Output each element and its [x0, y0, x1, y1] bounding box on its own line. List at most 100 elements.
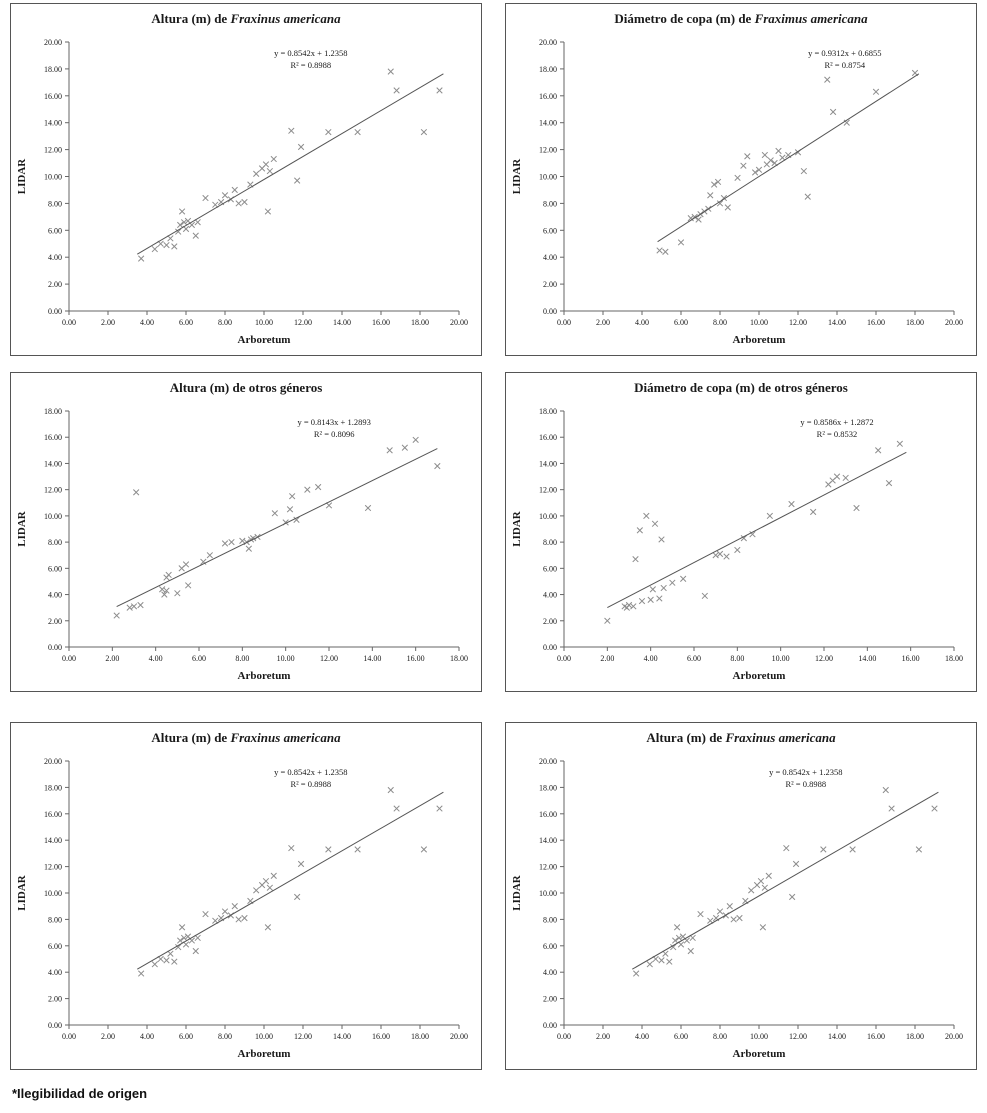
trend-line — [136, 791, 444, 970]
data-point-marker — [662, 248, 669, 255]
x-tick-label: 12.00 — [294, 318, 312, 327]
y-tick-label: 0.00 — [543, 1021, 557, 1030]
data-point-marker — [212, 917, 219, 924]
data-point-marker — [253, 887, 260, 894]
data-point-marker — [184, 217, 192, 225]
data-point-marker — [266, 884, 274, 891]
y-tick-label: 10.00 — [44, 512, 62, 521]
x-tick-label: 14.00 — [333, 1032, 351, 1041]
chart-title-species: Fraxinus americana — [230, 730, 341, 745]
chart-title-text: Altura (m) de — [646, 730, 726, 745]
data-point-marker — [744, 153, 751, 160]
data-point-marker — [757, 877, 765, 885]
y-axis-label: LIDAR — [511, 158, 523, 195]
data-point-marker — [161, 591, 168, 598]
data-point-marker — [364, 504, 372, 512]
data-point-marker — [182, 941, 190, 948]
chart-panel: Altura (m) de Fraxinus americana 0.00 0.0… — [505, 722, 977, 1070]
data-point-marker — [911, 69, 919, 77]
equation-text: y = 0.8143x + 1.2893 — [298, 417, 371, 427]
x-tick-label: 10.00 — [255, 1032, 273, 1041]
data-point-marker — [264, 924, 272, 931]
data-point-marker — [401, 444, 408, 451]
chart-title-species: Fraxinus americana — [725, 730, 836, 745]
data-point-marker — [175, 943, 182, 951]
x-tick-label: 2.00 — [101, 318, 115, 327]
x-tick-label: 10.00 — [750, 318, 768, 327]
data-point-marker — [176, 221, 184, 229]
data-point-marker — [683, 937, 691, 944]
x-tick-label: 8.00 — [218, 1032, 232, 1041]
data-point-marker — [885, 479, 893, 487]
x-tick-label: 16.00 — [372, 318, 390, 327]
data-point-marker — [354, 128, 361, 136]
data-point-marker — [853, 504, 860, 512]
x-tick-label: 12.00 — [789, 318, 807, 327]
data-point-marker — [293, 516, 300, 523]
data-point-marker — [434, 462, 441, 470]
y-tick-label: 8.00 — [48, 199, 62, 208]
data-point-marker — [788, 893, 796, 901]
data-point-marker — [775, 147, 782, 155]
y-axis-label: LIDAR — [511, 874, 523, 911]
x-tick-label: 12.00 — [294, 1032, 312, 1041]
data-point-marker — [289, 493, 296, 500]
chart-title-text: Diámetro de copa (m) de — [614, 11, 755, 26]
data-point-marker — [436, 87, 443, 94]
data-point-marker — [202, 194, 209, 202]
data-point-marker — [842, 474, 849, 482]
x-tick-label: 18.00 — [411, 1032, 429, 1041]
equation-text: y = 0.8542x + 1.2358 — [769, 767, 842, 777]
data-point-marker — [680, 575, 687, 582]
y-tick-label: 4.00 — [543, 968, 557, 977]
data-point-marker — [163, 241, 170, 249]
data-point-marker — [163, 587, 170, 594]
data-point-marker — [297, 143, 305, 151]
y-tick-label: 10.00 — [539, 889, 557, 898]
data-point-marker — [247, 181, 254, 188]
data-point-marker — [736, 914, 743, 922]
data-point-marker — [245, 545, 252, 552]
r-squared-text: R² = 0.8988 — [785, 779, 826, 789]
y-tick-label: 12.00 — [44, 486, 62, 495]
chart-panel: Diámetro de copa (m) de Fraximus america… — [505, 3, 977, 356]
y-tick-label: 20.00 — [44, 757, 62, 766]
data-point-marker — [297, 860, 305, 868]
y-tick-label: 14.00 — [44, 459, 62, 468]
x-tick-label: 6.00 — [687, 654, 701, 663]
scatter-plot: 0.000.00 2.00 2.00 4.00 4.00 6.00 6.00 8.00 8.00… — [16, 407, 468, 682]
x-tick-label: 4.00 — [644, 654, 658, 663]
data-point-marker — [695, 216, 702, 223]
y-tick-label: 4.00 — [48, 591, 62, 600]
data-point-marker — [643, 512, 650, 520]
y-tick-label: 20.00 — [539, 38, 557, 47]
data-point-marker — [658, 957, 665, 964]
x-tick-label: 4.00 — [635, 318, 649, 327]
x-axis-label: Arboretum — [238, 334, 291, 346]
data-point-marker — [829, 108, 837, 116]
x-tick-label: 10.00 — [750, 1032, 768, 1041]
data-point-marker — [270, 155, 277, 163]
y-tick-label: 14.00 — [539, 119, 557, 128]
data-points — [137, 786, 443, 977]
data-point-marker — [671, 937, 679, 944]
x-tick-label: 16.00 — [372, 1032, 390, 1041]
data-point-marker — [270, 872, 277, 879]
data-point-marker — [420, 128, 428, 136]
data-point-marker — [701, 592, 708, 600]
data-point-marker — [271, 510, 278, 517]
scatter-plot: 0.000.00 2.00 2.00 4.00 4.00 6.00 6.00 8.00 8.00… — [16, 757, 468, 1060]
axes — [560, 41, 955, 315]
data-points — [113, 436, 441, 619]
x-tick-label: 20.00 — [945, 318, 963, 327]
y-tick-label: 0.00 — [48, 1021, 62, 1030]
data-point-marker — [647, 596, 654, 603]
data-point-marker — [192, 232, 199, 239]
y-tick-label: 10.00 — [44, 889, 62, 898]
x-tick-label: 2.00 — [600, 654, 614, 663]
axes — [560, 760, 955, 1029]
x-tick-label: 18.00 — [411, 318, 429, 327]
data-point-marker — [766, 512, 773, 520]
r-squared-text: R² = 0.8096 — [314, 429, 355, 439]
equation-label: y = 0.8586x + 1.2872 R² = 0.8532 — [800, 417, 873, 439]
